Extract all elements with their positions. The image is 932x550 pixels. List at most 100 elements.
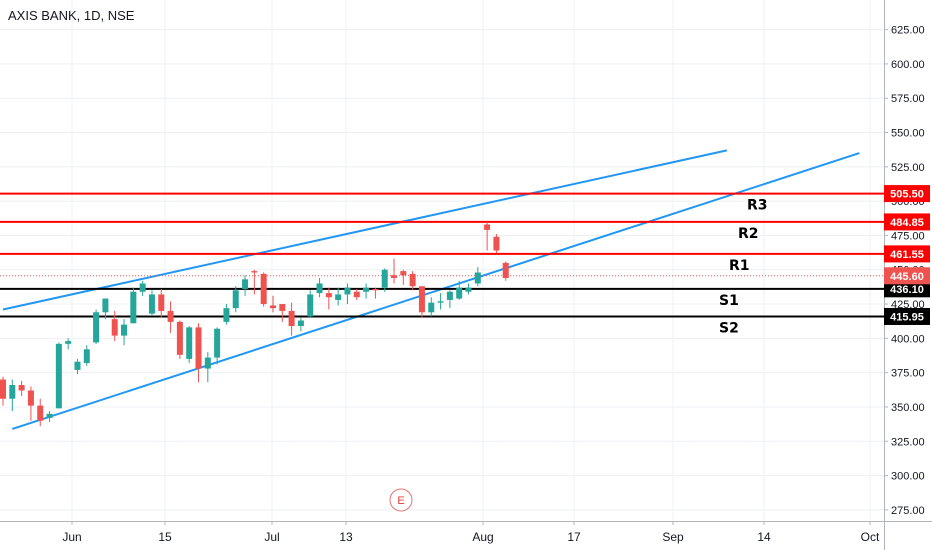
candle [251,269,258,295]
candle-body [148,294,155,314]
candle [55,342,62,409]
candle [74,358,81,375]
level-label-r1: R1 [729,258,750,274]
price-badge-text-s1: 436.10 [890,284,924,296]
price-tick-label: 325.00 [891,436,925,448]
candle-body [474,272,481,284]
candle [176,320,183,359]
earnings-event-circle[interactable] [389,488,413,512]
price-badge-s1 [884,280,930,298]
candle [269,295,276,313]
candle [102,298,109,320]
price-tick-label: 400.00 [891,333,925,345]
candle [46,411,53,423]
trendline-lower [12,152,860,430]
time-tick-label: 17 [567,530,581,544]
candle [158,288,165,318]
candle-body [269,305,276,309]
candle-body [353,291,360,298]
price-badge-text-r3: 505.50 [890,189,924,201]
candle [418,286,425,318]
candle-body [27,390,34,406]
candle-body [74,361,81,370]
price-badge-r2 [884,213,930,231]
candle-body [279,304,286,311]
candle-body [502,262,509,278]
candle-body [232,290,239,309]
price-badge-s2 [884,307,930,325]
price-tick-label: 300.00 [891,471,925,483]
candle-body [372,288,379,291]
candle-body [9,385,16,399]
candle [391,258,398,284]
level-label-s1: S1 [719,293,739,309]
candle [446,290,453,309]
candle-body [223,308,230,322]
candle [167,301,174,333]
candle-body [493,236,500,251]
time-tick-label: Jul [264,530,279,544]
candle-body [46,413,53,418]
candle [372,287,379,299]
time-tick-label: Aug [472,530,493,544]
candle-body [18,385,25,391]
candle [0,376,6,406]
candle-body [55,343,62,409]
candle [18,380,25,396]
candle-body [325,293,332,298]
price-tick-label: 375.00 [891,368,925,380]
earnings-event-marker[interactable]: E [389,488,413,512]
candle [214,327,221,365]
price-badge-text-r2: 484.85 [890,217,924,229]
candle-body [363,287,370,292]
candle [37,398,44,427]
candle [493,234,500,254]
candle [195,323,202,383]
time-tick-label: Jun [62,530,81,544]
candle [111,310,118,342]
price-badges: 505.50 484.85 461.55 436.10 415.95 445.60 [884,185,930,325]
candle [27,386,34,421]
candle-body [400,271,407,276]
price-axis[interactable]: 625.00600.00575.00550.00525.00500.00475.… [884,0,925,550]
candle [9,379,16,412]
price-candles[interactable] [0,221,509,427]
candle-body [260,273,267,305]
candle [148,290,155,316]
candle [363,283,370,299]
candle [381,268,388,292]
candle-body [242,279,249,289]
candle [409,271,416,291]
candle [260,272,267,307]
time-axis[interactable]: Jun 15 Jul 13 Aug 17 Sep 14 Oct [0,521,932,544]
chart-title: AXIS BANK, 1D, NSE [8,8,135,23]
candle [400,269,407,285]
candle-body [288,310,295,327]
candle-body [176,321,183,355]
price-tick-label: 600.00 [891,59,925,71]
price-tick-label: 350.00 [891,402,925,414]
candle-body [186,327,193,359]
candle [437,293,444,310]
candle [484,221,491,251]
price-tick-label: 475.00 [891,230,925,242]
candle [242,275,249,296]
candle-body [139,283,146,292]
candle [474,267,481,287]
candle [344,283,351,305]
last-price-badge-text: 445.60 [890,271,924,283]
candle [335,287,342,306]
candle-body [381,269,388,288]
candle-body [121,324,128,336]
last-price-badge [884,267,930,285]
candle [93,309,100,344]
price-badge-r3 [884,185,930,203]
candle-body [316,283,323,294]
time-tick-label: Sep [662,530,684,544]
candle [297,317,304,332]
candle [316,277,323,298]
time-tick-label: 14 [757,530,771,544]
level-label-r3: R3 [747,198,768,214]
candle [307,290,314,318]
